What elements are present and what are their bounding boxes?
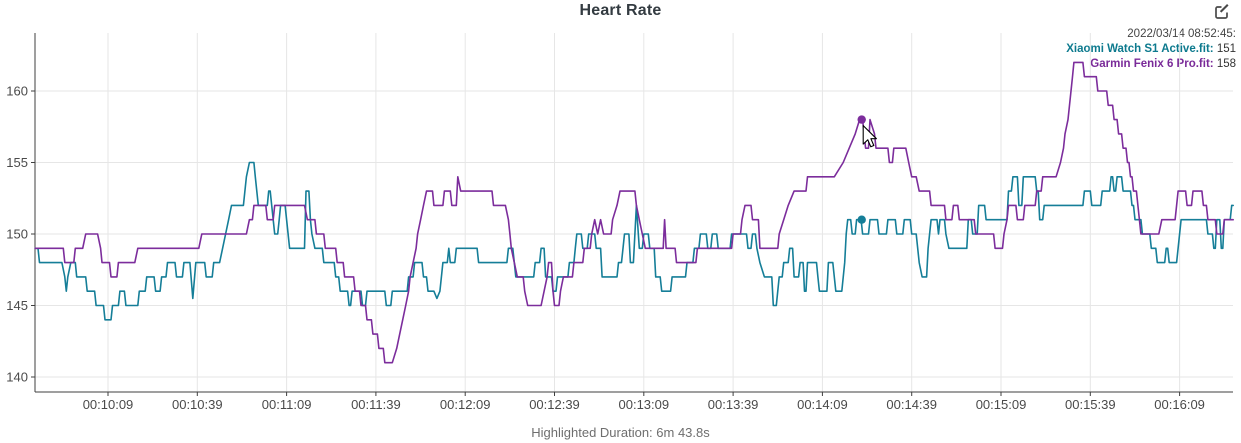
x-tick-label: 00:13:09 <box>619 397 670 412</box>
y-tick-label: 155 <box>6 155 28 170</box>
x-tick-label: 00:10:39 <box>172 397 223 412</box>
chart-title: Heart Rate <box>579 2 662 19</box>
y-tick-label: 150 <box>6 227 28 242</box>
series-line-garmin-fenix-6-pro <box>34 61 1234 364</box>
x-tick-label: 00:11:09 <box>262 397 312 412</box>
x-tick-label: 00:11:39 <box>351 397 401 412</box>
y-tick-label: 160 <box>6 84 28 99</box>
y-tick-label: 145 <box>6 298 28 313</box>
tooltip-series-label: Garmin Fenix 6 Pro.fit: <box>1090 58 1214 70</box>
tooltip-series-value: 151 <box>1216 43 1236 55</box>
highlight-dot-garmin <box>857 115 866 124</box>
highlight-dot-xiaomi <box>857 215 866 224</box>
hover-tooltip: 2022/03/14 08:52:45: Xiaomi Watch S1 Act… <box>1066 27 1236 72</box>
x-tick-label: 00:14:39 <box>886 397 937 412</box>
x-tick-label: 00:10:09 <box>83 397 134 412</box>
x-tick-label: 00:12:39 <box>529 397 580 412</box>
mouse-cursor-icon <box>862 125 877 148</box>
highlighted-duration-label: Highlighted Duration: 6m 43.8s <box>531 425 710 440</box>
edit-square-pencil-icon <box>1214 3 1229 19</box>
series-line-xiaomi-watch-s1-active <box>34 161 1234 321</box>
tooltip-row-garmin: Garmin Fenix 6 Pro.fit: 158 <box>1066 57 1236 72</box>
tooltip-timestamp: 2022/03/14 08:52:45: <box>1127 28 1236 40</box>
x-tick-label: 00:14:09 <box>797 397 848 412</box>
tooltip-series-value: 158 <box>1216 58 1236 70</box>
x-tick-label: 00:15:09 <box>976 397 1027 412</box>
x-tick-label: 00:13:39 <box>708 397 759 412</box>
x-tick-label: 00:15:39 <box>1065 397 1116 412</box>
edit-chart-icon[interactable] <box>1213 3 1231 21</box>
x-tick-label: 00:12:09 <box>440 397 491 412</box>
tooltip-series-label: Xiaomi Watch S1 Active.fit: <box>1066 43 1214 55</box>
tooltip-row-xiaomi: Xiaomi Watch S1 Active.fit: 151 <box>1066 42 1236 57</box>
x-tick-label: 00:16:09 <box>1154 397 1205 412</box>
y-tick-label: 140 <box>6 370 28 385</box>
